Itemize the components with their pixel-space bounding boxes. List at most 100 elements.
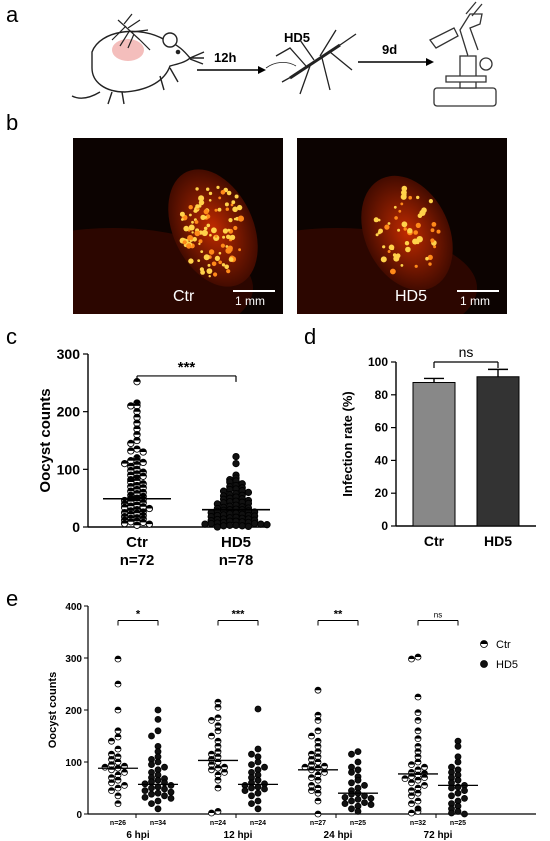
oocyst-spot (390, 268, 396, 275)
oocyst-spot (222, 228, 228, 234)
oocyst-spot (428, 262, 432, 266)
oocyst-spot (238, 248, 242, 252)
data-point (354, 807, 362, 815)
data-point (348, 790, 355, 798)
data-point-fill (127, 471, 134, 476)
data-point-fill (127, 447, 134, 451)
series-n-label: n=34 (150, 820, 166, 827)
oocyst-spot (387, 222, 391, 225)
data-point-fill (140, 508, 147, 512)
data-point-fill (127, 463, 134, 467)
data-point-fill (415, 759, 421, 762)
data-point-fill (315, 738, 321, 742)
legend-ctr-marker-fill (480, 640, 488, 644)
data-point-fill (421, 782, 428, 786)
oocyst-spot (380, 256, 387, 263)
data-point (254, 745, 262, 753)
data-point-fill (215, 738, 221, 742)
y-tick-label: 100 (57, 461, 81, 477)
oocyst-spot (197, 259, 201, 262)
data-point-fill (133, 437, 141, 441)
oocyst-spot (209, 233, 212, 237)
data-point (207, 519, 215, 528)
group-label: 12 hpi (224, 830, 253, 841)
data-point-fill (133, 474, 141, 478)
data-point (341, 800, 349, 808)
data-point-fill (415, 735, 421, 739)
series-n-label: n=24 (250, 820, 266, 827)
oocyst-spot (225, 207, 229, 211)
oocyst-spot (183, 225, 189, 232)
oocyst-spot (227, 228, 231, 232)
oocyst-spot (393, 205, 397, 209)
data-point (248, 750, 255, 758)
data-point (226, 521, 234, 529)
oocyst-spot (208, 275, 211, 278)
oocyst-spot (401, 221, 408, 228)
data-point-fill (127, 515, 134, 519)
data-point (250, 519, 259, 528)
oocyst-spot (188, 258, 194, 264)
data-point-fill (208, 810, 215, 813)
data-point-fill (133, 477, 141, 481)
y-tick-label: 0 (72, 519, 80, 535)
data-point-fill (121, 763, 128, 767)
group-label: 72 hpi (424, 830, 453, 841)
data-point (361, 799, 368, 807)
oocyst-spot (433, 245, 437, 249)
oocyst-spot (377, 231, 381, 235)
data-point (254, 776, 262, 784)
y-tick-label: 400 (65, 602, 82, 613)
data-point (348, 797, 355, 805)
data-point (354, 776, 362, 784)
data-point-fill (133, 420, 141, 424)
data-point (248, 784, 255, 792)
data-point (354, 766, 362, 774)
data-point-fill (127, 457, 134, 461)
data-point-fill (140, 499, 147, 503)
data-point-fill (115, 746, 121, 749)
oocyst-spot (203, 209, 209, 215)
oocyst-spot (218, 260, 222, 265)
data-point-fill (415, 808, 421, 812)
oocyst-spot (417, 213, 423, 218)
data-point-fill (215, 765, 221, 769)
oocyst-spot (384, 224, 390, 230)
oocyst-spot (188, 205, 193, 210)
oocyst-spot (393, 255, 400, 262)
y-axis-label: Oocyst counts (37, 388, 54, 492)
data-point-fill (415, 766, 421, 770)
data-point (201, 520, 209, 528)
significance-label: *** (178, 359, 196, 376)
oocyst-spot (226, 234, 231, 239)
data-point-fill (415, 743, 421, 747)
data-point-fill (215, 699, 221, 703)
oocyst-spot (382, 245, 386, 249)
oocyst-spot (198, 199, 205, 206)
data-point-fill (315, 759, 321, 762)
data-point-fill (140, 473, 147, 477)
data-point (148, 784, 155, 792)
oocyst-spot (416, 195, 420, 200)
oocyst-spot (186, 243, 192, 249)
data-point (154, 758, 162, 766)
data-point (367, 794, 375, 802)
data-point-fill (140, 515, 147, 519)
data-point-fill (108, 787, 115, 791)
oocyst-spot (198, 239, 203, 244)
data-point-fill (415, 717, 421, 721)
data-point-fill (133, 445, 141, 450)
oocyst-spot (182, 240, 187, 245)
oocyst-spot (189, 213, 192, 217)
mosquito-feeding-icon (111, 13, 151, 51)
oocyst-spot (237, 215, 244, 222)
data-point-fill (308, 787, 315, 791)
bar (412, 382, 456, 527)
scale-label-ctr: 1 mm (235, 294, 265, 308)
data-point (154, 727, 162, 735)
oocyst-spot (431, 222, 437, 227)
data-point-fill (108, 756, 115, 760)
data-point (248, 800, 255, 808)
data-point (213, 523, 222, 531)
oocyst-spot (230, 203, 234, 207)
